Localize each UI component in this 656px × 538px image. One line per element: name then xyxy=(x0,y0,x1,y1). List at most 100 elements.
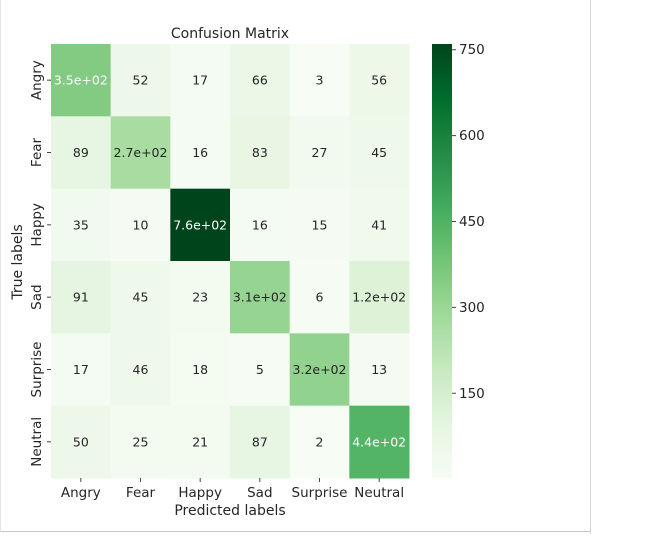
heatmap-cell xyxy=(170,261,231,334)
cell-value-label: 18 xyxy=(192,362,208,377)
heatmap-cell xyxy=(289,44,350,117)
heatmap-cell xyxy=(170,405,231,479)
x-tick-label: Fear xyxy=(126,485,156,501)
heatmap-cell xyxy=(289,261,350,334)
x-tick-label: Angry xyxy=(61,485,101,501)
y-axis-label: True labels xyxy=(10,224,26,300)
cell-value-label: 91 xyxy=(73,290,89,305)
cell-value-label: 5 xyxy=(256,362,264,377)
heatmap-cell xyxy=(349,188,410,262)
cell-value-label: 4.4e+02 xyxy=(352,434,406,449)
cell-value-label: 52 xyxy=(133,73,149,88)
cell-value-label: 6 xyxy=(316,290,324,305)
heatmap-cell xyxy=(230,188,291,262)
colorbar-tick-label: 450 xyxy=(459,214,485,230)
cell-value-label: 3.1e+02 xyxy=(233,290,287,305)
heatmap-cell xyxy=(51,116,112,190)
y-tick-label: Sad xyxy=(29,284,45,309)
heatmap-cell xyxy=(170,188,231,262)
cell-value-label: 35 xyxy=(73,217,89,232)
cell-value-label: 56 xyxy=(371,73,387,88)
cell-value-label: 16 xyxy=(252,217,268,232)
colorbar xyxy=(432,44,452,478)
heatmap-cell xyxy=(230,405,291,479)
cell-value-label: 17 xyxy=(192,73,208,88)
heatmap-cell xyxy=(51,44,112,117)
cell-value-label: 3.2e+02 xyxy=(293,362,347,377)
heatmap-cell xyxy=(349,261,410,334)
heatmap-cell xyxy=(51,405,112,479)
cell-value-label: 83 xyxy=(252,145,268,160)
heatmap-cell xyxy=(110,44,171,117)
cell-value-label: 10 xyxy=(133,217,149,232)
heatmap-cell xyxy=(170,333,231,407)
heatmap-cell xyxy=(349,116,410,190)
cell-value-label: 3.5e+02 xyxy=(54,73,108,88)
colorbar-tick-label: 150 xyxy=(459,386,485,402)
cell-value-label: 46 xyxy=(133,362,149,377)
cell-value-label: 13 xyxy=(371,362,387,377)
colorbar-tick-label: 600 xyxy=(459,128,485,144)
figure-border-left xyxy=(0,0,1,532)
heatmap-cell xyxy=(170,44,231,117)
heatmap-cell xyxy=(51,188,112,262)
heatmap-cell xyxy=(110,188,171,262)
heatmap-cell xyxy=(349,333,410,407)
figure-border-right xyxy=(590,0,591,534)
cell-value-label: 89 xyxy=(73,145,89,160)
figure-border-bottom xyxy=(0,531,591,532)
chart-title: Confusion Matrix xyxy=(171,26,289,42)
y-axis-ticks: Angry Fear Happy Sad Surprise Neutral xyxy=(29,60,51,467)
cell-value-label: 87 xyxy=(252,434,268,449)
colorbar-tick-label: 750 xyxy=(459,42,485,58)
heatmap-cells xyxy=(51,44,410,479)
cell-value-label: 1.2e+02 xyxy=(352,290,406,305)
cell-value-label: 23 xyxy=(192,290,208,305)
cell-value-label: 25 xyxy=(133,434,149,449)
heatmap-cell xyxy=(170,116,231,190)
cell-value-label: 66 xyxy=(252,73,268,88)
colorbar-ticks: 150 300 450 600 750 xyxy=(452,42,485,402)
heatmap-cell xyxy=(289,333,350,407)
cell-value-label: 45 xyxy=(371,145,387,160)
cell-value-label: 16 xyxy=(192,145,208,160)
y-tick-label: Surprise xyxy=(29,342,45,398)
heatmap-cell xyxy=(110,261,171,334)
heatmap-cell xyxy=(230,261,291,334)
heatmap-cell xyxy=(110,116,171,190)
x-tick-label: Happy xyxy=(178,485,222,501)
y-tick-label: Angry xyxy=(29,60,45,100)
heatmap-cell xyxy=(230,44,291,117)
heatmap-cell xyxy=(289,188,350,262)
cell-value-label: 50 xyxy=(73,434,89,449)
x-axis-ticks: Angry Fear Happy Sad Surprise Neutral xyxy=(61,478,404,501)
cell-value-label: 2 xyxy=(316,434,324,449)
heatmap-cell xyxy=(289,405,350,479)
heatmap-cell xyxy=(110,405,171,479)
x-tick-label: Surprise xyxy=(292,485,348,501)
cell-value-label: 3 xyxy=(316,73,324,88)
y-tick-label: Happy xyxy=(29,203,45,247)
cell-value-label: 27 xyxy=(312,145,328,160)
heatmap-cell xyxy=(230,333,291,407)
heatmap-cell xyxy=(51,333,112,407)
cell-value-label: 7.6e+02 xyxy=(173,217,227,232)
cell-value-label: 45 xyxy=(133,290,149,305)
cell-value-label: 41 xyxy=(371,217,387,232)
y-tick-label: Fear xyxy=(29,137,45,167)
cell-value-label: 21 xyxy=(192,434,208,449)
cell-value-label: 2.7e+02 xyxy=(114,145,168,160)
colorbar-tick-label: 300 xyxy=(459,300,485,316)
x-tick-label: Neutral xyxy=(354,485,404,501)
cell-value-label: 15 xyxy=(312,217,328,232)
heatmap-cell xyxy=(110,333,171,407)
heatmap-cell xyxy=(51,261,112,334)
x-axis-label: Predicted labels xyxy=(174,503,285,519)
heatmap-cell xyxy=(349,405,410,479)
x-tick-label: Sad xyxy=(247,485,272,501)
heatmap-cell xyxy=(349,44,410,117)
y-tick-label: Neutral xyxy=(29,417,45,467)
